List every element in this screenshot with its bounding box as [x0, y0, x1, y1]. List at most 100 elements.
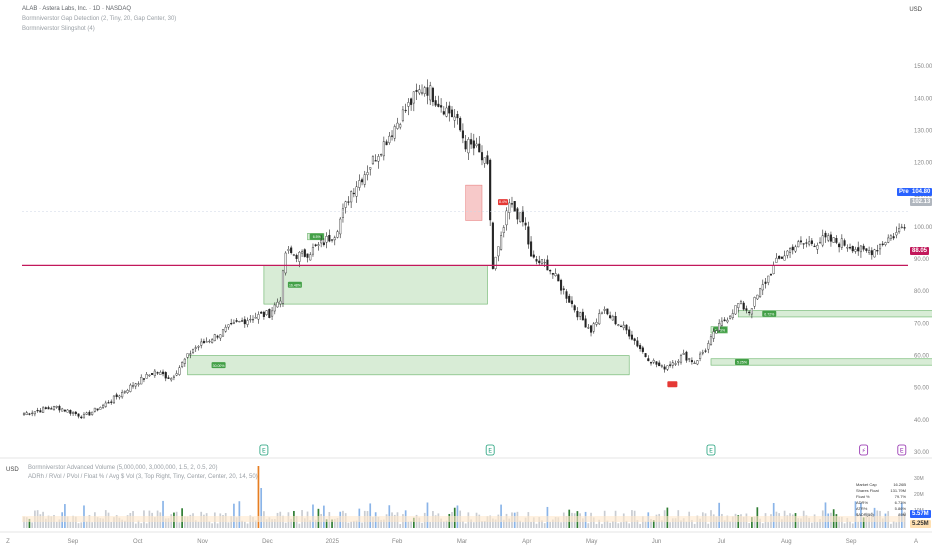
- volume-bar: [650, 518, 652, 528]
- gap-label: 6.72%: [764, 312, 774, 316]
- candle-body: [878, 244, 882, 250]
- event-markers[interactable]: E E E ⚡ E: [259, 444, 907, 456]
- candle-body: [682, 353, 685, 355]
- volume-bar: [592, 517, 595, 528]
- volume-bar: [625, 520, 628, 528]
- candle-body: [134, 383, 137, 387]
- candle-body: [445, 107, 448, 117]
- candle-body: [753, 297, 756, 307]
- volume-bar: [751, 517, 753, 528]
- gap-label-box: [309, 233, 324, 240]
- candle-body: [480, 152, 484, 161]
- candle-body: [805, 242, 808, 244]
- candle-body: [121, 392, 124, 398]
- level-price-tag: 88.05: [910, 247, 930, 255]
- candle-body: [524, 222, 527, 226]
- candle-body: [456, 113, 459, 119]
- candle-body: [464, 140, 467, 150]
- volume-bar: [418, 517, 421, 528]
- candle-body: [74, 411, 77, 415]
- candle-body: [336, 231, 339, 238]
- candle-body: [486, 155, 489, 164]
- volume-bar: [595, 523, 598, 528]
- volume-bar: [186, 516, 189, 528]
- volume-pane: 30M20M10M: [22, 466, 924, 528]
- volume-bar: [145, 523, 148, 528]
- volume-bar: [50, 516, 53, 528]
- volume-bar: [535, 523, 538, 528]
- volume-bar: [102, 518, 104, 528]
- candle-body: [344, 201, 347, 208]
- indicator-adr-stats[interactable]: ADRh / RVol / PVol / Float % / Avg $ Vol…: [28, 474, 258, 480]
- candle-body: [61, 408, 64, 412]
- volume-bar: [669, 522, 671, 528]
- candle-body: [28, 413, 31, 415]
- x-axis[interactable]: Z Sep Oct Nov Dec 2025 Feb Mar Apr May Jun Jul Aug Se…: [6, 539, 918, 545]
- y-tick-label: 150.00: [914, 64, 932, 70]
- candle-body: [859, 245, 862, 253]
- candle-body: [172, 376, 175, 378]
- volume-bar: [661, 520, 663, 528]
- candle-body: [235, 320, 238, 322]
- volume-bar: [252, 517, 254, 528]
- candle-body: [903, 227, 906, 229]
- stats-value: 79.7%: [894, 494, 906, 499]
- candle-body: [772, 265, 775, 274]
- candle-body: [769, 274, 773, 276]
- candle-body: [530, 241, 533, 257]
- volume-bar: [483, 521, 486, 528]
- red-gap-label: 8.4%: [499, 200, 507, 204]
- volume-bar: [857, 521, 860, 528]
- volume-bar: [246, 523, 249, 528]
- candle-body: [197, 346, 200, 348]
- candle-body: [72, 412, 75, 414]
- candle-body: [712, 331, 715, 339]
- gap-label-box: [211, 362, 226, 369]
- candle-body: [873, 249, 876, 258]
- candle-body: [538, 260, 541, 264]
- candle-body: [227, 324, 230, 328]
- volume-bar: [254, 520, 257, 528]
- volume-bar: [227, 522, 230, 528]
- volume-bar: [243, 521, 246, 528]
- indicator-slingshot[interactable]: Bormniverstor Slingshot (4): [22, 26, 95, 32]
- volume-bar: [361, 522, 363, 528]
- candle-body: [213, 334, 216, 341]
- candle-body: [52, 405, 56, 410]
- candle-body: [221, 329, 225, 337]
- candle-body: [759, 288, 762, 298]
- candle-body: [723, 319, 726, 322]
- stats-key: ATR%: [856, 506, 868, 511]
- y-tick-label: 130.00: [914, 128, 932, 134]
- volume-bar: [609, 522, 611, 528]
- candle-body: [748, 311, 751, 314]
- indicator-advanced-volume[interactable]: Bormniverstor Advanced Volume (5,000,000…: [28, 465, 218, 471]
- earnings-event-label: E: [488, 448, 492, 455]
- candle-body: [129, 384, 132, 392]
- volume-bar: [372, 516, 374, 528]
- volume-bar: [707, 523, 710, 528]
- indicator-gap-detection[interactable]: Bormniverstor Gap Detection (2, Tiny, 20…: [22, 16, 177, 22]
- volume-bar: [140, 523, 143, 528]
- volume-bar: [303, 518, 306, 528]
- candle-body: [816, 245, 819, 250]
- candle-body: [399, 124, 402, 128]
- volume-bar: [620, 522, 622, 528]
- candle-body: [309, 254, 312, 261]
- volume-bar: [742, 516, 745, 528]
- candle-body: [25, 412, 28, 416]
- volume-bar: [412, 517, 415, 528]
- candle-body: [170, 378, 173, 381]
- x-tick-label: Jun: [652, 539, 662, 545]
- stats-key: Float %: [856, 494, 870, 499]
- volume-bar: [44, 518, 47, 528]
- candle-body: [202, 340, 205, 344]
- candle-body: [63, 409, 66, 412]
- candle-body: [238, 321, 241, 323]
- candle-body: [799, 240, 802, 243]
- volume-bar: [759, 518, 761, 528]
- candle-body: [126, 390, 129, 393]
- volume-bar: [134, 523, 137, 528]
- x-tick-label: Dec: [262, 539, 273, 545]
